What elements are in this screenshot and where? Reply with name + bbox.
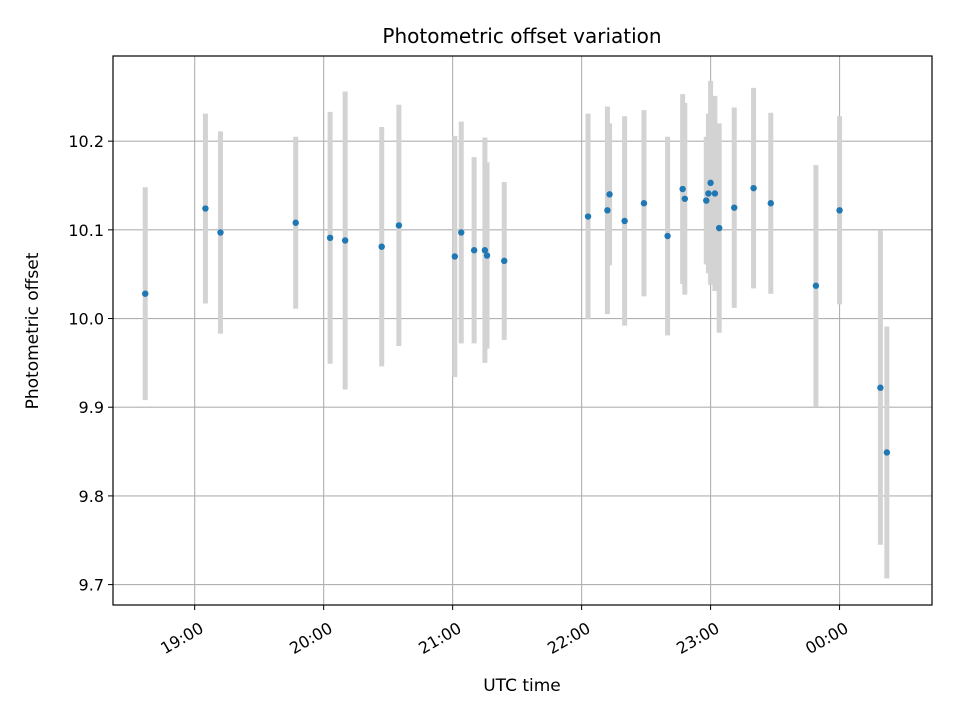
data-point (705, 190, 712, 197)
data-point (679, 185, 686, 193)
x-axis-title: UTC time (483, 676, 561, 696)
data-point (715, 224, 723, 232)
data-point (812, 282, 820, 289)
y-axis-ticks: 9.7 9.8 9.9 10.0 10.1 10.2 (68, 132, 113, 595)
data-point (584, 213, 592, 220)
data-point (483, 252, 491, 259)
data-point (378, 243, 385, 250)
y-tick-label: 9.7 (79, 576, 104, 595)
data-point (451, 253, 458, 260)
data-point (707, 179, 714, 187)
y-tick-label: 10.1 (68, 221, 104, 240)
y-tick-label: 9.8 (79, 487, 104, 506)
data-point (621, 217, 628, 225)
data-point (501, 257, 508, 265)
data-point (142, 290, 149, 297)
data-point (604, 207, 611, 214)
data-point (481, 247, 489, 254)
data-point (326, 234, 334, 242)
data-point (711, 190, 719, 197)
data-point (750, 184, 757, 192)
y-axis-title: Photometric offset (23, 252, 43, 409)
data-point (341, 237, 349, 244)
y-tick-label: 10.0 (68, 310, 104, 329)
y-tick-label: 10.2 (68, 132, 104, 151)
data-point (217, 229, 224, 236)
data-point (470, 247, 478, 254)
data-point (640, 200, 648, 207)
data-points (142, 179, 891, 456)
data-point (767, 200, 774, 207)
data-point (681, 195, 688, 202)
data-point (458, 229, 465, 236)
chart-title: Photometric offset variation (382, 24, 661, 48)
data-point (395, 222, 403, 229)
data-point (731, 204, 738, 211)
data-point (292, 219, 299, 226)
data-point (202, 205, 209, 212)
plot-frame (112, 55, 933, 606)
data-point (664, 232, 671, 240)
data-point (606, 191, 613, 198)
data-point (883, 449, 891, 456)
y-tick-label: 9.9 (79, 398, 104, 417)
data-point (836, 207, 843, 214)
data-point (877, 384, 884, 391)
data-point (703, 197, 710, 204)
